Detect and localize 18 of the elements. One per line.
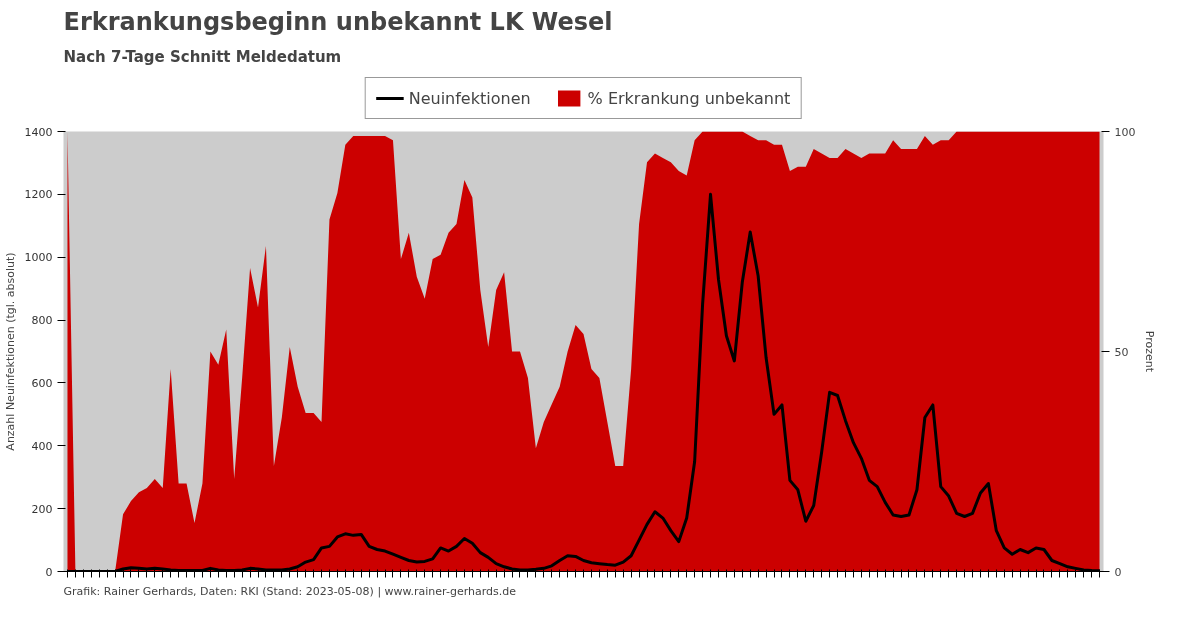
y-tick-label: 800 bbox=[31, 314, 53, 328]
y-tick-label: 0 bbox=[45, 565, 53, 579]
y2-tick-label: 50 bbox=[1114, 345, 1129, 359]
y2-axis-title: Prozent bbox=[1143, 330, 1157, 373]
y-tick-label: 1400 bbox=[24, 125, 53, 139]
y2-tick-label: 0 bbox=[1114, 565, 1122, 579]
chart-title: Erkrankungsbeginn unbekannt LK Wesel bbox=[63, 7, 613, 36]
text: Grafik: Rainer Gerhards, Daten: RKI (Stand: 2023-05-08) | www.rainer-gerhards.de bbox=[63, 584, 517, 598]
legend-label: Neuinfektionen bbox=[408, 88, 531, 108]
y-tick-label: 600 bbox=[31, 376, 53, 390]
y-axis-title: Anzahl Neuinfektionen (tgl. absolut) bbox=[3, 252, 17, 451]
legend-label: % Erkrankung unbekannt bbox=[587, 88, 791, 108]
y-tick-label: 400 bbox=[31, 439, 53, 453]
y-tick-label: 200 bbox=[31, 502, 53, 516]
chart-subtitle: Nach 7-Tage Schnitt Meldedatum bbox=[63, 47, 342, 66]
y2-tick-label: 100 bbox=[1114, 125, 1136, 139]
y-tick-label: 1200 bbox=[24, 188, 53, 202]
y-tick-label: 1000 bbox=[24, 251, 53, 265]
